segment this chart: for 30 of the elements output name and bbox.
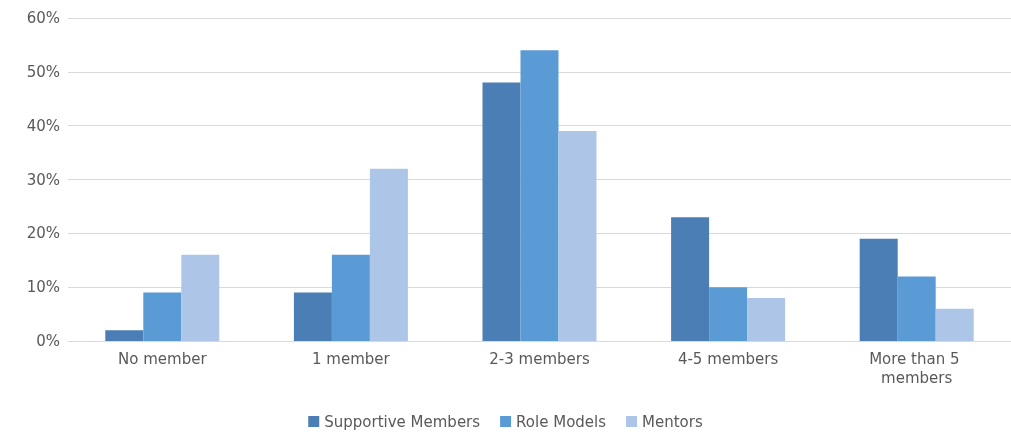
bar: [293, 292, 332, 341]
x-tick-label: No member: [118, 349, 208, 368]
bar: [520, 50, 559, 341]
y-tick-label: 40%: [26, 116, 60, 135]
bar: [558, 131, 597, 341]
legend-label: Supportive Members: [324, 412, 481, 431]
bar: [482, 82, 521, 341]
bar: [143, 292, 182, 341]
legend-label: Mentors: [642, 412, 703, 431]
bar: [671, 217, 710, 341]
y-tick-label: 20%: [26, 224, 60, 243]
y-tick-label: 60%: [26, 9, 60, 27]
y-tick-label: 50%: [26, 62, 60, 81]
y-tick-label: 0%: [36, 332, 60, 350]
bar: [897, 276, 936, 341]
bar: [709, 287, 748, 341]
x-tick-label: 1 member: [312, 349, 391, 368]
bar: [369, 168, 408, 341]
x-tick-label: 2-3 members: [489, 349, 590, 368]
y-tick-label: 10%: [26, 278, 60, 297]
x-tick-label: More than 5 members: [869, 349, 965, 387]
bar: [105, 330, 144, 341]
bar: [181, 254, 220, 341]
y-tick-label: 30%: [26, 170, 60, 189]
x-tick-label: 4-5 members: [677, 349, 779, 368]
bar: [747, 297, 786, 341]
bar: [859, 238, 898, 341]
bar: [331, 254, 370, 341]
legend-label: Role Models: [516, 412, 607, 431]
bar: [935, 308, 974, 341]
